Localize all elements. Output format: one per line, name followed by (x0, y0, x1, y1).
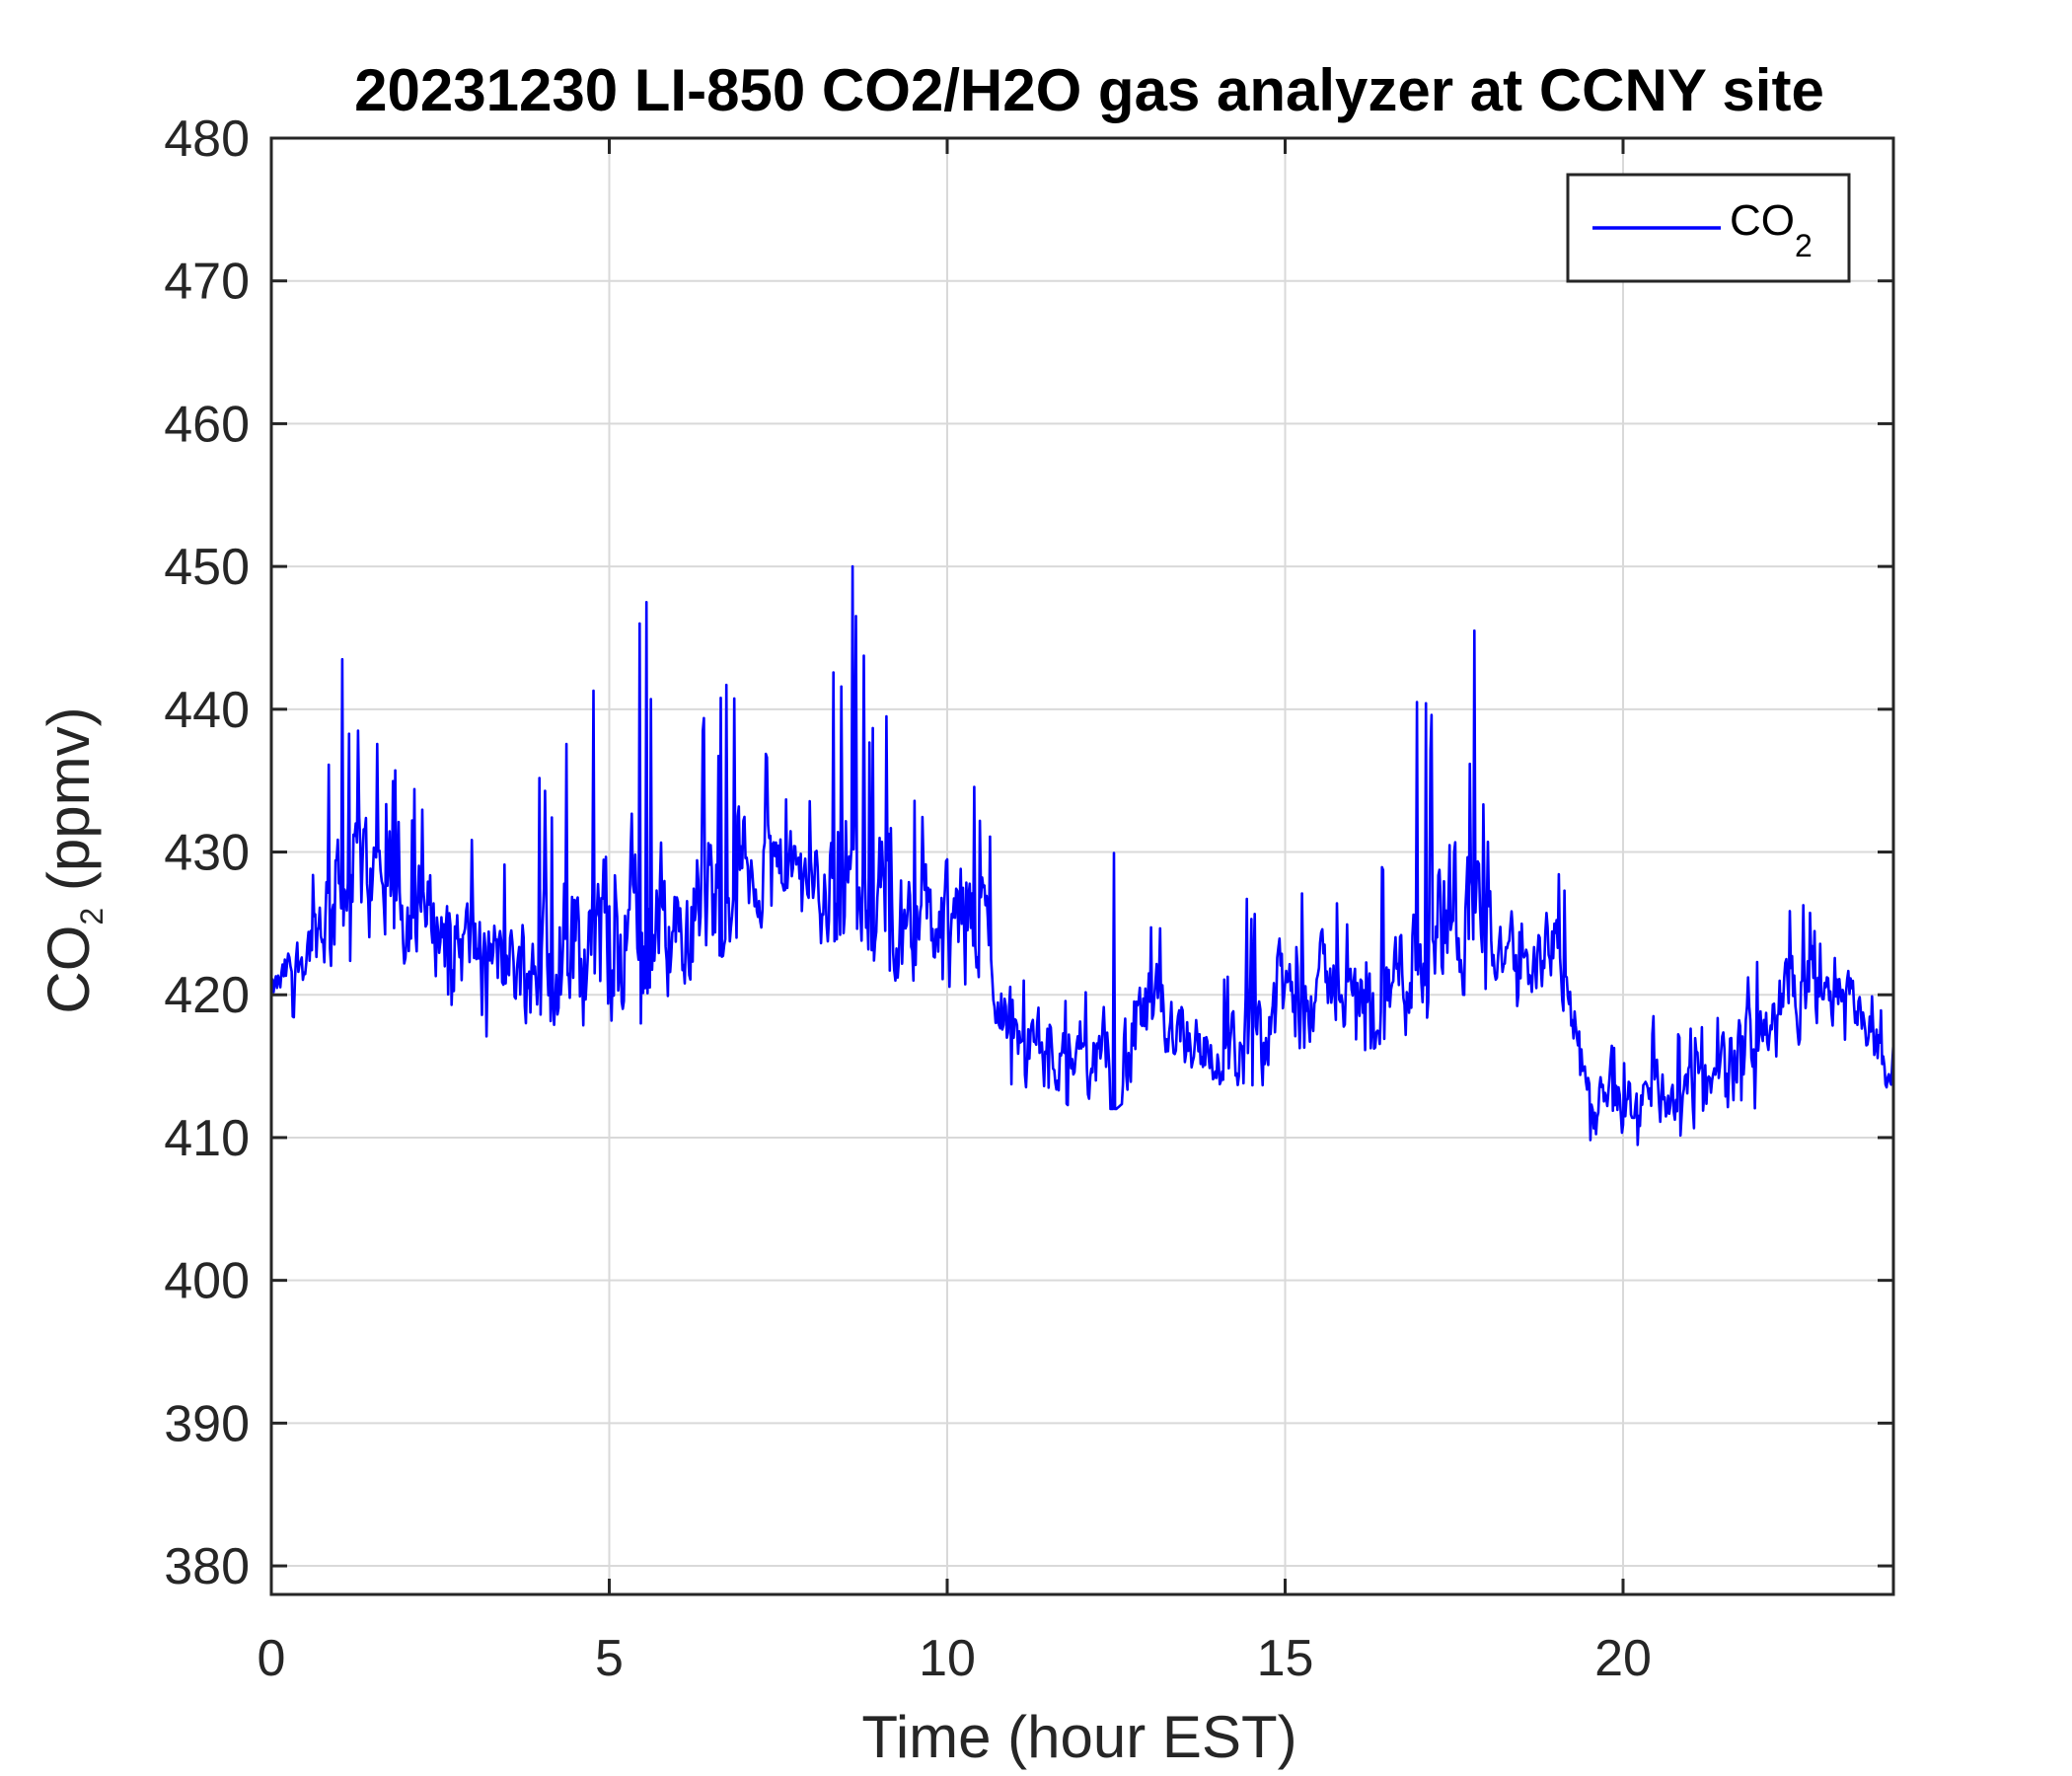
co2-series-line (269, 564, 1895, 1147)
legend-label-co2: CO2 (1730, 196, 1813, 263)
y-tick-label: 400 (164, 1253, 250, 1310)
y-axis-label-main: CO (36, 925, 102, 1014)
x-tick-label: 20 (1594, 1630, 1652, 1687)
x-tick-label: 0 (258, 1630, 286, 1687)
y-axis-label-subscript: 2 (74, 908, 110, 925)
legend: CO2 (1566, 173, 1851, 283)
y-tick-label: 450 (164, 539, 250, 596)
y-tick-label: 430 (164, 825, 250, 882)
y-tick-label: 470 (164, 254, 250, 311)
x-tick-label: 5 (595, 1630, 624, 1687)
y-tick-label: 460 (164, 396, 250, 453)
x-tick-label: 10 (919, 1630, 976, 1687)
legend-label-subscript: 2 (1795, 228, 1813, 263)
y-tick-label: 390 (164, 1395, 250, 1452)
y-tick-label: 480 (164, 111, 250, 168)
axes-frame (269, 136, 1895, 1596)
tick-layer: 380 390 400 410 420 430 440 450 460 470 480 0 5 10 15 2… (164, 111, 1893, 1687)
plot-area (271, 138, 1893, 1594)
legend-label-main: CO (1730, 196, 1795, 245)
y-tick-label: 380 (164, 1538, 250, 1595)
y-tick-label: 410 (164, 1110, 250, 1167)
y-axis-label: CO2 (ppmv) (36, 706, 110, 1013)
chart-title: 20231230 LI-850 CO2/H2O gas analyzer at … (354, 57, 1824, 123)
x-axis-label: Time (hour EST) (861, 1704, 1296, 1770)
y-axis-label-units: (ppmv) (36, 706, 102, 907)
x-tick-label: 15 (1257, 1630, 1314, 1687)
y-tick-label: 440 (164, 682, 250, 739)
y-tick-label: 420 (164, 967, 250, 1024)
series-layer (269, 564, 1895, 1147)
